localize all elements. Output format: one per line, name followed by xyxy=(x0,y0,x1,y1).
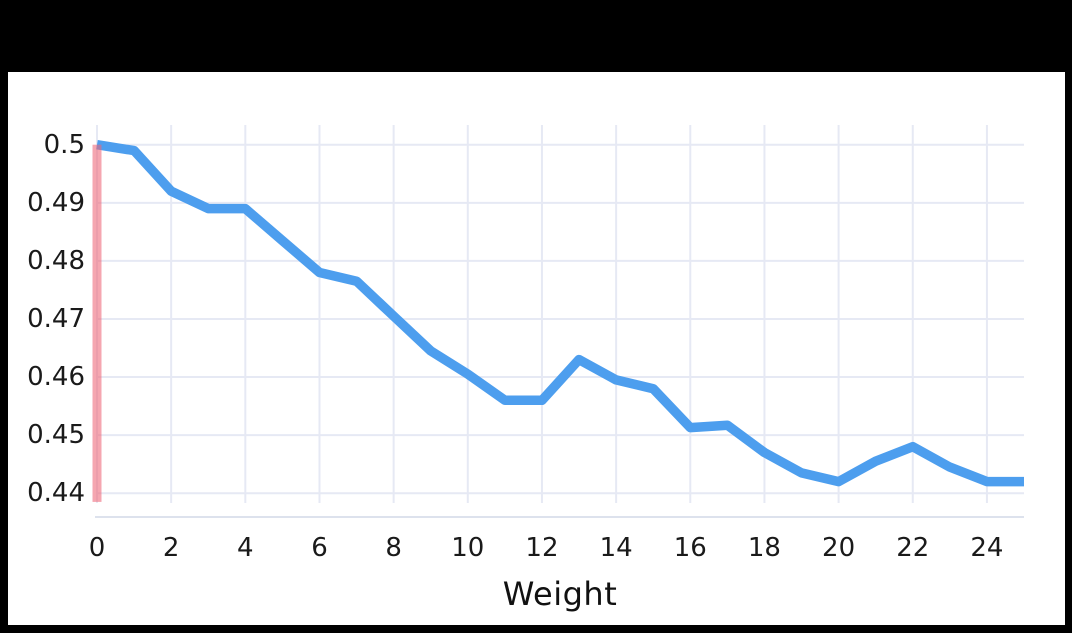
y-tick-label: 0.48 xyxy=(27,245,85,276)
gridlines xyxy=(96,125,1024,503)
x-axis-title: Weight xyxy=(502,575,618,613)
x-tick-label: 14 xyxy=(599,533,633,563)
highlight-band xyxy=(92,144,102,502)
x-tick-label: 24 xyxy=(970,533,1004,563)
x-tick-label: 22 xyxy=(896,533,930,563)
x-tick-label: 20 xyxy=(822,533,856,563)
y-tick-label: 0.49 xyxy=(27,187,85,218)
x-tick-label: 2 xyxy=(162,533,180,563)
data-line xyxy=(96,140,1024,487)
x-tick-label: 10 xyxy=(451,533,485,563)
chart-panel: Weight 0.44 0.45 0.46 0.47 0.48 0.49 0.5 0 2 4 6 8 1… xyxy=(8,72,1065,625)
line-chart xyxy=(92,125,1024,518)
x-tick-label: 8 xyxy=(385,533,402,563)
x-tick-label: 18 xyxy=(747,533,781,563)
x-tick-label: 0 xyxy=(88,533,106,563)
y-tick-label: 0.45 xyxy=(27,420,85,451)
y-tick-label: 0.47 xyxy=(27,303,85,334)
x-tick-label: 16 xyxy=(673,533,707,563)
x-tick-label: 6 xyxy=(311,533,328,563)
y-tick-label: 0.5 xyxy=(43,129,85,160)
x-tick-label: 4 xyxy=(237,533,254,563)
y-tick-label: 0.46 xyxy=(27,362,85,393)
y-tick-label: 0.44 xyxy=(27,478,85,509)
x-tick-label: 12 xyxy=(525,533,559,563)
